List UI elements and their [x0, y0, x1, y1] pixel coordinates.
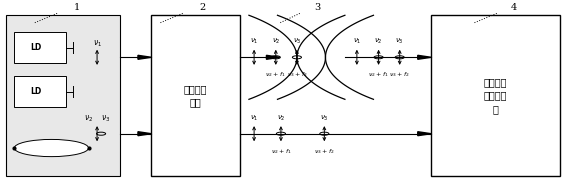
Bar	[6, 15, 120, 176]
Text: $\nu_2$: $\nu_2$	[375, 37, 383, 46]
Text: $\nu_2+f_1$: $\nu_2+f_1$	[266, 70, 286, 79]
Bar	[14, 32, 66, 63]
Text: 1: 1	[74, 3, 80, 12]
Ellipse shape	[14, 139, 89, 157]
Text: $\nu_1$: $\nu_1$	[353, 37, 361, 46]
Text: $\nu_3+f_2$: $\nu_3+f_2$	[314, 147, 335, 156]
Text: $\nu_2$: $\nu_2$	[84, 113, 93, 124]
Polygon shape	[138, 55, 151, 59]
Polygon shape	[267, 55, 280, 59]
Text: $\nu_2$: $\nu_2$	[272, 37, 280, 46]
Text: $\nu_2+f_1$: $\nu_2+f_1$	[271, 147, 291, 156]
Text: $\nu_3+f_2$: $\nu_3+f_2$	[389, 70, 410, 79]
Text: 2: 2	[200, 3, 206, 12]
Text: $\nu_1$: $\nu_1$	[93, 39, 102, 49]
Text: 测量光路
及电路单
元: 测量光路 及电路单 元	[484, 77, 507, 114]
Polygon shape	[418, 132, 431, 136]
Text: LD: LD	[30, 43, 42, 52]
Text: $\nu_3+f_2$: $\nu_3+f_2$	[287, 70, 307, 79]
Text: $\nu_3$: $\nu_3$	[101, 113, 110, 124]
Text: $\nu_3$: $\nu_3$	[292, 37, 301, 46]
Bar	[14, 76, 66, 107]
Polygon shape	[418, 55, 431, 59]
Bar	[151, 15, 240, 176]
Text: $\nu_2$: $\nu_2$	[277, 113, 285, 123]
Text: $\nu_3$: $\nu_3$	[320, 113, 329, 123]
Text: $\nu_3$: $\nu_3$	[395, 37, 404, 46]
Text: LD: LD	[30, 87, 42, 96]
Polygon shape	[138, 132, 151, 136]
Text: $\nu_1$: $\nu_1$	[250, 37, 258, 46]
Text: 4: 4	[511, 3, 517, 12]
Text: $\nu_1$: $\nu_1$	[250, 113, 258, 123]
Bar	[431, 15, 560, 176]
Text: $\nu_2+f_1$: $\nu_2+f_1$	[368, 70, 389, 79]
Text: 3: 3	[314, 3, 320, 12]
Text: 激光移频
单元: 激光移频 单元	[184, 84, 207, 107]
